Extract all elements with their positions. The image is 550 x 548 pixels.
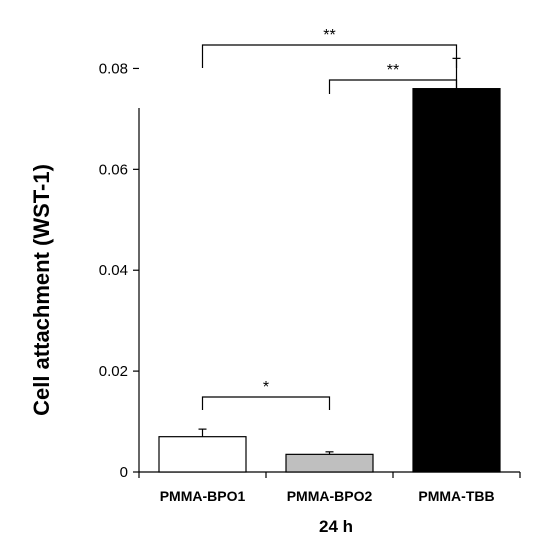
y-tick-label: 0.02 [99,363,128,380]
y-tick-label: 0.06 [99,161,128,178]
x-tick-label: PMMA-BPO1 [160,488,246,504]
significance-label: ** [387,62,399,79]
x-tick-label: PMMA-TBB [418,488,494,504]
significance-brackets: ***** [201,27,458,410]
significance-label: * [263,379,269,396]
y-axis: 0 0.02 0.04 0.06 0.08 [99,60,140,481]
y-tick-label: 0.04 [99,262,128,279]
x-tick-label: PMMA-BPO2 [287,488,373,504]
significance-bracket [201,44,458,68]
x-axis-label: 24 h [319,517,353,536]
y-tick-label: 0 [120,464,128,481]
x-axis: PMMA-BPO1 PMMA-BPO2 PMMA-TBB [138,471,521,504]
significance-bracket [328,79,458,94]
significance-bracket [201,396,331,410]
bars [158,88,501,473]
bar [412,88,501,473]
bar [285,453,374,473]
bar [158,436,247,473]
significance-label: ** [323,27,335,44]
y-tick-label: 0.08 [99,60,128,77]
y-axis-label: Cell attachment (WST-1) [29,164,54,416]
